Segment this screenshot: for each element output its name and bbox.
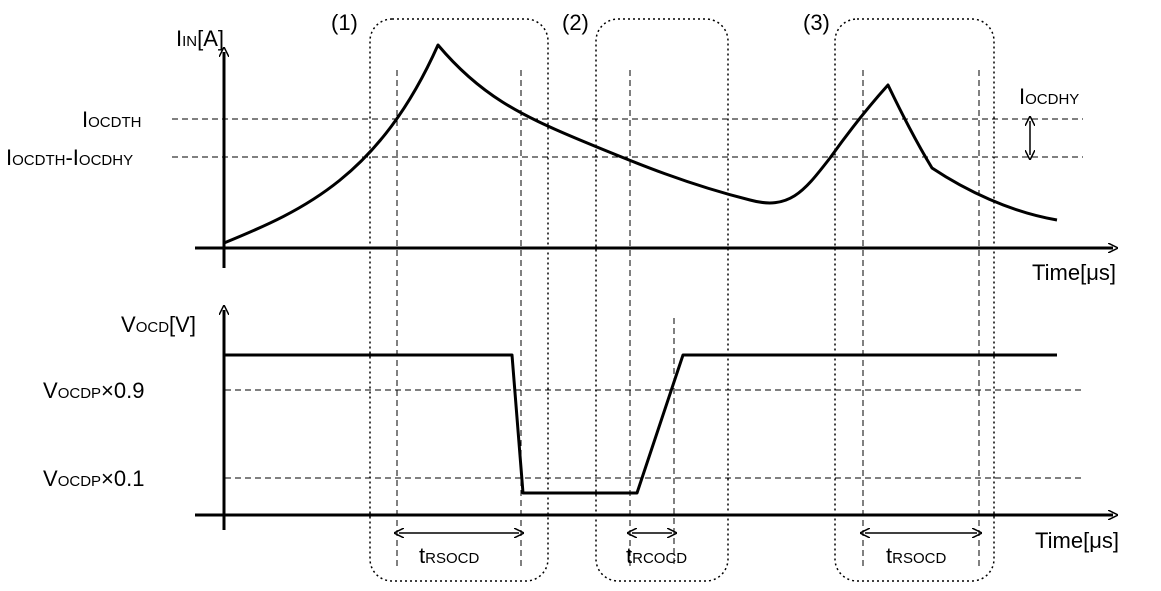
phase-label-2: (2) xyxy=(562,10,589,35)
phase-box-3 xyxy=(834,18,995,582)
timing-label-1: tRSOCD xyxy=(419,543,479,568)
phase-box-1 xyxy=(369,18,549,582)
phase-box-2 xyxy=(595,18,729,582)
bottom-y-axis-label: VOCD[V] xyxy=(121,312,196,337)
timing-label-2: tRCOCD xyxy=(626,543,687,568)
current-waveform xyxy=(223,43,1058,245)
phase-label-3: (3) xyxy=(803,10,830,35)
top-x-axis-label: Time[μs] xyxy=(1032,260,1116,285)
level-label-10: VOCDP×0.1 xyxy=(43,466,144,491)
level-label-ocdth-minus-hy: IOCDTH-IOCDHY xyxy=(6,145,133,170)
level-label-ocdth: IOCDTH xyxy=(82,107,141,132)
top-y-axis-label: IIN[A] xyxy=(176,26,224,51)
bottom-x-axis-label: Time[μs] xyxy=(1035,528,1119,553)
voltage-waveform xyxy=(224,353,1057,495)
level-label-90: VOCDP×0.9 xyxy=(43,378,144,403)
hysteresis-label: IOCDHY xyxy=(1019,84,1079,109)
timing-label-3: tRSOCD xyxy=(886,543,946,568)
phase-label-1: (1) xyxy=(331,10,358,35)
